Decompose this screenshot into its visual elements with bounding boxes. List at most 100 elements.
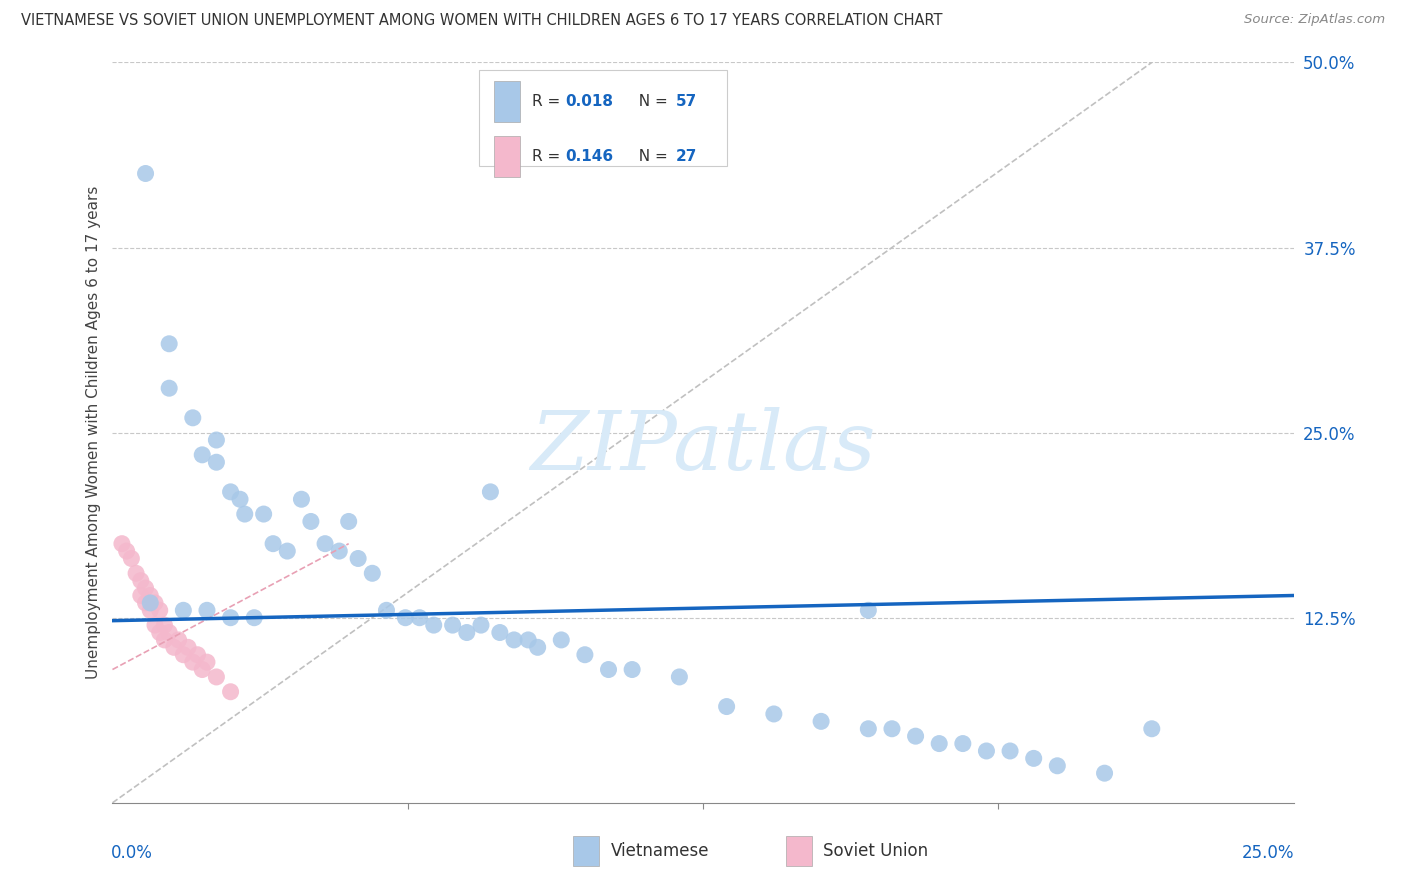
Text: N =: N = bbox=[628, 94, 672, 109]
Point bbox=[111, 536, 134, 550]
Text: 0.0%: 0.0% bbox=[111, 844, 153, 862]
Point bbox=[314, 536, 336, 550]
Text: 25.0%: 25.0% bbox=[1243, 844, 1295, 862]
Text: Vietnamese: Vietnamese bbox=[610, 842, 710, 860]
Point bbox=[262, 536, 284, 550]
Point bbox=[120, 551, 142, 566]
Point bbox=[229, 492, 252, 507]
Point bbox=[181, 410, 204, 425]
Point bbox=[810, 714, 832, 729]
Point bbox=[1140, 722, 1163, 736]
Point bbox=[456, 625, 478, 640]
Point bbox=[1022, 751, 1045, 765]
Point bbox=[157, 336, 180, 351]
Point bbox=[526, 640, 548, 655]
Point bbox=[153, 632, 176, 647]
Point bbox=[328, 544, 350, 558]
Point bbox=[904, 729, 927, 743]
Point bbox=[153, 618, 176, 632]
Point bbox=[422, 618, 444, 632]
Point bbox=[135, 581, 157, 595]
Point bbox=[135, 596, 157, 610]
Point bbox=[129, 574, 152, 588]
Point bbox=[135, 166, 157, 180]
Point bbox=[129, 589, 152, 603]
Text: ZIPatlas: ZIPatlas bbox=[530, 408, 876, 487]
Point bbox=[337, 515, 360, 529]
Text: 57: 57 bbox=[676, 94, 697, 109]
Point bbox=[149, 625, 172, 640]
Point bbox=[172, 603, 194, 617]
Point bbox=[253, 507, 276, 521]
FancyBboxPatch shape bbox=[478, 70, 727, 166]
Text: 0.146: 0.146 bbox=[565, 149, 613, 164]
Bar bbox=[786, 836, 811, 866]
Point bbox=[149, 603, 172, 617]
Point bbox=[157, 381, 180, 395]
Point bbox=[299, 515, 322, 529]
Point bbox=[998, 744, 1021, 758]
Point bbox=[503, 632, 526, 647]
Point bbox=[470, 618, 492, 632]
Point bbox=[408, 610, 430, 624]
Point bbox=[139, 603, 162, 617]
Point bbox=[347, 551, 370, 566]
Point bbox=[1094, 766, 1116, 780]
Y-axis label: Unemployment Among Women with Children Ages 6 to 17 years: Unemployment Among Women with Children A… bbox=[86, 186, 101, 680]
Point bbox=[167, 632, 190, 647]
Point bbox=[181, 655, 204, 669]
Point bbox=[139, 589, 162, 603]
Point bbox=[243, 610, 266, 624]
Point bbox=[574, 648, 596, 662]
Point bbox=[394, 610, 416, 624]
Point bbox=[375, 603, 398, 617]
Point bbox=[762, 706, 785, 721]
Bar bbox=[574, 836, 599, 866]
Point bbox=[191, 663, 214, 677]
Point bbox=[361, 566, 384, 581]
Point bbox=[219, 685, 242, 699]
Text: N =: N = bbox=[628, 149, 672, 164]
Point bbox=[479, 484, 502, 499]
Point bbox=[195, 603, 218, 617]
Point bbox=[233, 507, 256, 521]
Point bbox=[163, 640, 186, 655]
Point bbox=[139, 596, 162, 610]
Point bbox=[1046, 758, 1069, 772]
Point bbox=[976, 744, 998, 758]
Point bbox=[441, 618, 464, 632]
Text: Source: ZipAtlas.com: Source: ZipAtlas.com bbox=[1244, 13, 1385, 27]
Bar bbox=[494, 136, 520, 178]
Text: 0.018: 0.018 bbox=[565, 94, 613, 109]
Point bbox=[550, 632, 572, 647]
Point bbox=[195, 655, 218, 669]
Point bbox=[115, 544, 138, 558]
Bar bbox=[494, 81, 520, 121]
Point bbox=[186, 648, 208, 662]
Point bbox=[276, 544, 298, 558]
Point bbox=[219, 484, 242, 499]
Point bbox=[952, 737, 974, 751]
Point bbox=[858, 722, 880, 736]
Text: R =: R = bbox=[531, 149, 565, 164]
Point bbox=[858, 603, 880, 617]
Point bbox=[290, 492, 312, 507]
Point bbox=[205, 433, 228, 447]
Point bbox=[125, 566, 148, 581]
Text: 27: 27 bbox=[676, 149, 697, 164]
Point bbox=[172, 648, 194, 662]
Point bbox=[880, 722, 903, 736]
Point bbox=[205, 455, 228, 469]
Point bbox=[177, 640, 200, 655]
Point bbox=[517, 632, 540, 647]
Text: VIETNAMESE VS SOVIET UNION UNEMPLOYMENT AMONG WOMEN WITH CHILDREN AGES 6 TO 17 Y: VIETNAMESE VS SOVIET UNION UNEMPLOYMENT … bbox=[21, 13, 942, 29]
Point bbox=[219, 610, 242, 624]
Point bbox=[191, 448, 214, 462]
Point bbox=[205, 670, 228, 684]
Point bbox=[489, 625, 512, 640]
Point bbox=[143, 618, 166, 632]
Point bbox=[157, 625, 180, 640]
Point bbox=[598, 663, 620, 677]
Point bbox=[716, 699, 738, 714]
Point bbox=[621, 663, 644, 677]
